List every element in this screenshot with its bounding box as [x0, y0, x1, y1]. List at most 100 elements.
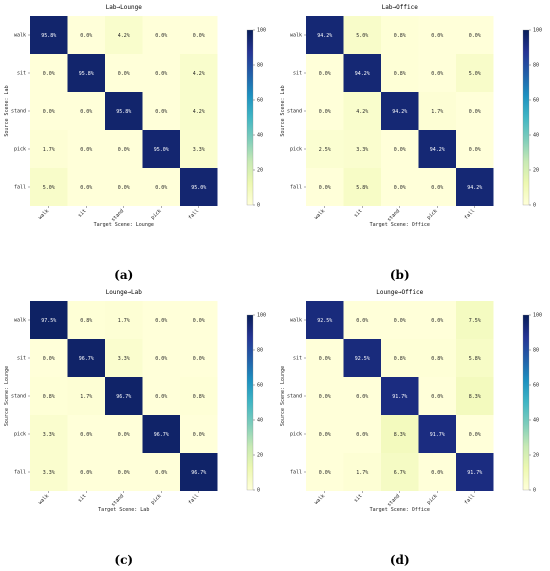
x-tick-label: fall — [463, 208, 476, 221]
colorbar — [522, 314, 530, 491]
x-axis-label: Target Scene: Lounge — [94, 222, 154, 228]
heatmap-cell — [180, 415, 218, 453]
colorbar-tick-label: 20 — [533, 168, 539, 174]
colorbar-tick-label: 20 — [257, 168, 263, 174]
heatmap-cell — [105, 54, 143, 92]
x-axis-label: Target Scene: Lab — [98, 507, 149, 513]
heatmap-cell — [418, 130, 456, 168]
heatmap-cell — [456, 168, 494, 206]
cell-label: 0.0% — [431, 470, 443, 476]
cell-label: 1.7% — [80, 394, 92, 400]
cell-label: 0.0% — [319, 470, 331, 476]
panel-caption: (b) — [390, 268, 410, 282]
heatmap-cell — [67, 92, 105, 130]
y-axis-label: Source Scene: Lounge — [280, 366, 286, 426]
cell-label: 0.0% — [118, 432, 130, 438]
heatmap-cell — [306, 16, 344, 54]
cell-label: 0.0% — [469, 33, 481, 39]
heatmap-cell — [180, 301, 218, 339]
heatmap-cell — [456, 377, 494, 415]
y-tick-label: fall — [290, 185, 302, 191]
heatmap-cell — [381, 54, 419, 92]
cell-label: 0.0% — [356, 432, 368, 438]
cell-label: 5.0% — [469, 71, 481, 77]
heatmap-cell — [343, 415, 381, 453]
cell-label: 0.0% — [193, 356, 205, 362]
colorbar-tick-label: 60 — [257, 98, 263, 104]
x-tick-label: pick — [426, 493, 439, 506]
cell-label: 0.0% — [469, 109, 481, 115]
cell-label: 0.8% — [43, 394, 55, 400]
chart-title: Lounge→Lab — [106, 289, 143, 296]
cell-label: 3.3% — [356, 147, 368, 153]
cell-label: 4.2% — [356, 109, 368, 115]
heatmap-cell — [306, 415, 344, 453]
x-tick-label: walk — [37, 493, 50, 506]
x-tick-label: pick — [150, 208, 163, 221]
x-tick-label: stand — [110, 208, 125, 223]
y-tick-label: stand — [11, 394, 26, 400]
x-tick-label: walk — [37, 208, 50, 221]
colorbar-tick-label: 40 — [533, 133, 539, 139]
heatmap-cell — [105, 377, 143, 415]
heatmap-cell — [418, 415, 456, 453]
cell-label: 0.0% — [155, 318, 167, 324]
heatmap-cell — [456, 92, 494, 130]
cell-label: 0.0% — [431, 185, 443, 191]
y-tick-label: sit — [17, 71, 26, 77]
heatmap-cell — [381, 453, 419, 491]
cell-label: 0.0% — [319, 394, 331, 400]
heatmap-cell — [142, 54, 180, 92]
heatmap-cell — [105, 415, 143, 453]
colorbar-tick-label: 100 — [533, 28, 542, 34]
panel-caption: (a) — [114, 268, 133, 282]
cell-label: 0.0% — [431, 33, 443, 39]
cell-label: 1.7% — [431, 109, 443, 115]
heatmap-cell — [30, 339, 68, 377]
heatmap-cell — [105, 130, 143, 168]
heatmap-cell — [30, 16, 68, 54]
x-tick-label: sit — [77, 493, 88, 504]
colorbar — [246, 29, 254, 206]
cell-label: 97.5% — [41, 318, 56, 324]
cell-label: 0.0% — [80, 432, 92, 438]
heatmap-cell — [381, 168, 419, 206]
heatmap-cell — [142, 168, 180, 206]
y-tick-label: walk — [14, 318, 26, 324]
heatmap-cell — [418, 54, 456, 92]
heatmap-cell — [105, 453, 143, 491]
y-tick-label: fall — [14, 185, 26, 191]
cell-label: 95.8% — [116, 109, 131, 115]
cell-label: 0.0% — [118, 147, 130, 153]
cell-label: 0.0% — [394, 185, 406, 191]
cell-label: 0.0% — [469, 432, 481, 438]
heatmap-cell — [67, 54, 105, 92]
heatmap-cell — [418, 453, 456, 491]
cell-label: 0.0% — [356, 318, 368, 324]
heatmap-cell — [418, 16, 456, 54]
y-tick-label: stand — [287, 394, 302, 400]
y-tick-label: sit — [293, 356, 302, 362]
cell-label: 0.0% — [431, 318, 443, 324]
colorbar-tick-label: 0 — [533, 203, 536, 209]
heatmap-cell — [180, 130, 218, 168]
cell-label: 3.3% — [43, 470, 55, 476]
heatmap-cell — [306, 168, 344, 206]
cell-label: 0.0% — [118, 71, 130, 77]
x-tick-label: sit — [353, 493, 364, 504]
x-tick-label: walk — [313, 493, 326, 506]
chart-title: Lab→Office — [382, 4, 419, 11]
cell-label: 94.2% — [430, 147, 445, 153]
heatmap-cell — [343, 453, 381, 491]
y-tick-label: walk — [290, 318, 302, 324]
cell-label: 0.0% — [43, 356, 55, 362]
heatmap-cell — [306, 339, 344, 377]
heatmap-cell — [67, 301, 105, 339]
heatmap-cell — [456, 130, 494, 168]
colorbar-tick-label: 0 — [533, 488, 536, 494]
cell-label: 4.2% — [118, 33, 130, 39]
cell-label: 96.7% — [116, 394, 131, 400]
heatmap-cell — [142, 453, 180, 491]
heatmap-cell — [418, 168, 456, 206]
